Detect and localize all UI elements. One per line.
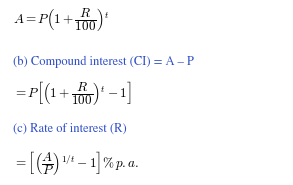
Text: (c) Rate of interest (R): (c) Rate of interest (R) (13, 123, 127, 134)
Text: $A = P\left(1 + \dfrac{R}{100}\right)^{t}$: $A = P\left(1 + \dfrac{R}{100}\right)^{t… (13, 6, 110, 33)
Text: (b) Compound interest (CI) = A – P: (b) Compound interest (CI) = A – P (13, 56, 194, 68)
Text: $= P\left[\left(1 + \dfrac{R}{100}\right)^{t} - 1\right]$: $= P\left[\left(1 + \dfrac{R}{100}\right… (13, 80, 132, 107)
Text: $= \left[\left(\dfrac{A}{P}\right)^{1/t} - 1\right]\% \, p.a.$: $= \left[\left(\dfrac{A}{P}\right)^{1/t}… (13, 150, 139, 177)
